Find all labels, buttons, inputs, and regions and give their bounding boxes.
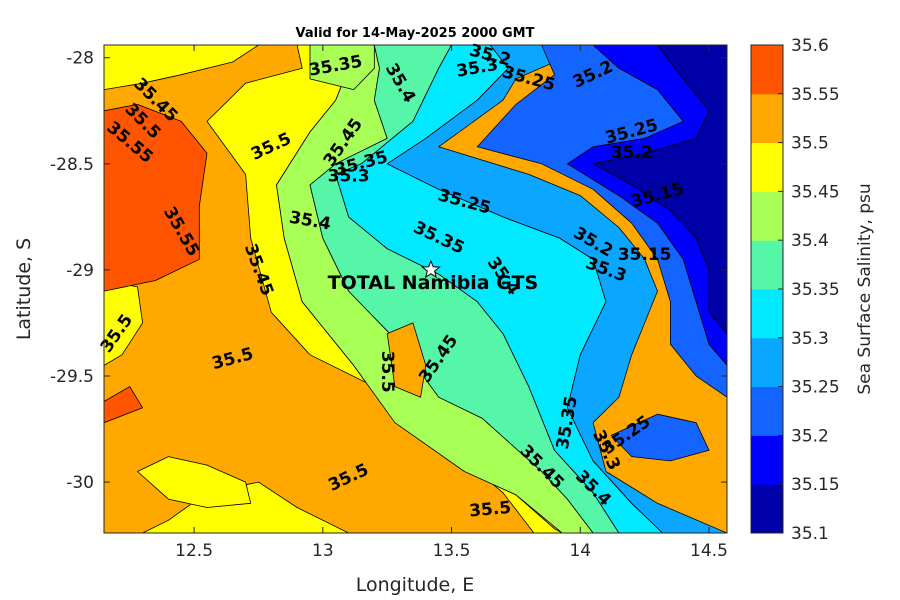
colorbar-swatch-3 [751, 337, 783, 388]
contour-region-13 [567, 45, 727, 366]
colorbar-title: Sea Surface Salinity, psu [855, 183, 875, 394]
y-tick-label-3: -29.5 [50, 367, 94, 387]
x-axis-label: Longitude, E [356, 574, 475, 596]
contour-label-35: 35.5 [468, 498, 512, 522]
colorbar-tick-label-2: 35.2 [791, 426, 829, 446]
contour-region-14 [592, 45, 727, 335]
plot-frame [103, 44, 728, 534]
contour-region-4 [137, 456, 252, 508]
colorbar-swatch-2 [751, 386, 783, 436]
colorbar-swatch-4 [751, 289, 783, 339]
colorbar-tick-label-0: 35.1 [791, 524, 829, 544]
y-tick-label-4: -30 [66, 473, 94, 493]
plot-area [104, 45, 727, 533]
axes: 12.5 13 13.5 14 14.5 -28 -28.5 -29 -29.5 -30 [50, 45, 728, 561]
colorbar: 35.1 35.15 35.2 35.25 35.3 35.35 35.4 35.45 35.5… [750, 36, 840, 544]
colorbar-tick-label-5: 35.35 [791, 280, 840, 300]
contour-region-5 [104, 104, 208, 292]
colorbar-tick-label-9: 35.55 [791, 85, 840, 105]
colorbar-swatch-5 [751, 240, 783, 290]
contour-region-11 [386, 45, 727, 533]
x-tick-label-1: 13 [312, 541, 334, 561]
colorbar-swatch-7 [751, 142, 783, 192]
y-tick-label-0: -28 [66, 49, 94, 69]
contour-label-21: 35.15 [618, 245, 672, 265]
colorbar-tick-label-3: 35.25 [791, 378, 840, 398]
contour-region-16 [386, 322, 427, 398]
colorbar-tick-label-4: 35.3 [791, 329, 829, 349]
colorbar-swatch-0 [751, 484, 783, 534]
colorbar-swatch-9 [751, 45, 783, 95]
contour-region-8 [309, 45, 375, 90]
contour-label-27: 35.5 [377, 351, 397, 393]
contour-region-15 [610, 413, 710, 462]
colorbar-swatch-8 [751, 93, 783, 144]
contour-region-2 [104, 45, 259, 90]
x-tick-label-2: 13.5 [433, 541, 471, 561]
y-tick-label-2: -29 [66, 261, 94, 281]
x-tick-label-4: 14.5 [690, 541, 728, 561]
y-axis-label: Latitude, S [13, 238, 35, 340]
site-star-icon [421, 259, 441, 279]
colorbar-tick-label-10: 35.6 [791, 36, 829, 56]
site-label: TOTAL Namibia GTS [328, 272, 539, 294]
contour-label-12: 35.3 [328, 167, 370, 187]
colorbar-swatch-1 [751, 435, 783, 485]
contour-region-3 [104, 280, 144, 366]
y-tick-label-1: -28.5 [50, 155, 94, 175]
x-tick-label-3: 14 [569, 541, 591, 561]
colorbar-swatch-6 [751, 191, 783, 241]
site-layer: TOTAL Namibia GTS [328, 259, 539, 294]
colorbar-tick-label-8: 35.5 [791, 134, 829, 154]
contour-region-6 [104, 386, 144, 424]
colorbar-tick-label-6: 35.4 [791, 231, 829, 251]
chart-title: Valid for 14-May-2025 2000 GMT [296, 26, 535, 41]
colorbar-tick-label-1: 35.15 [791, 475, 840, 495]
colorbar-tick-label-7: 35.45 [791, 182, 840, 202]
contour-label-15: 35.2 [611, 143, 653, 163]
x-tick-label-0: 12.5 [175, 541, 213, 561]
